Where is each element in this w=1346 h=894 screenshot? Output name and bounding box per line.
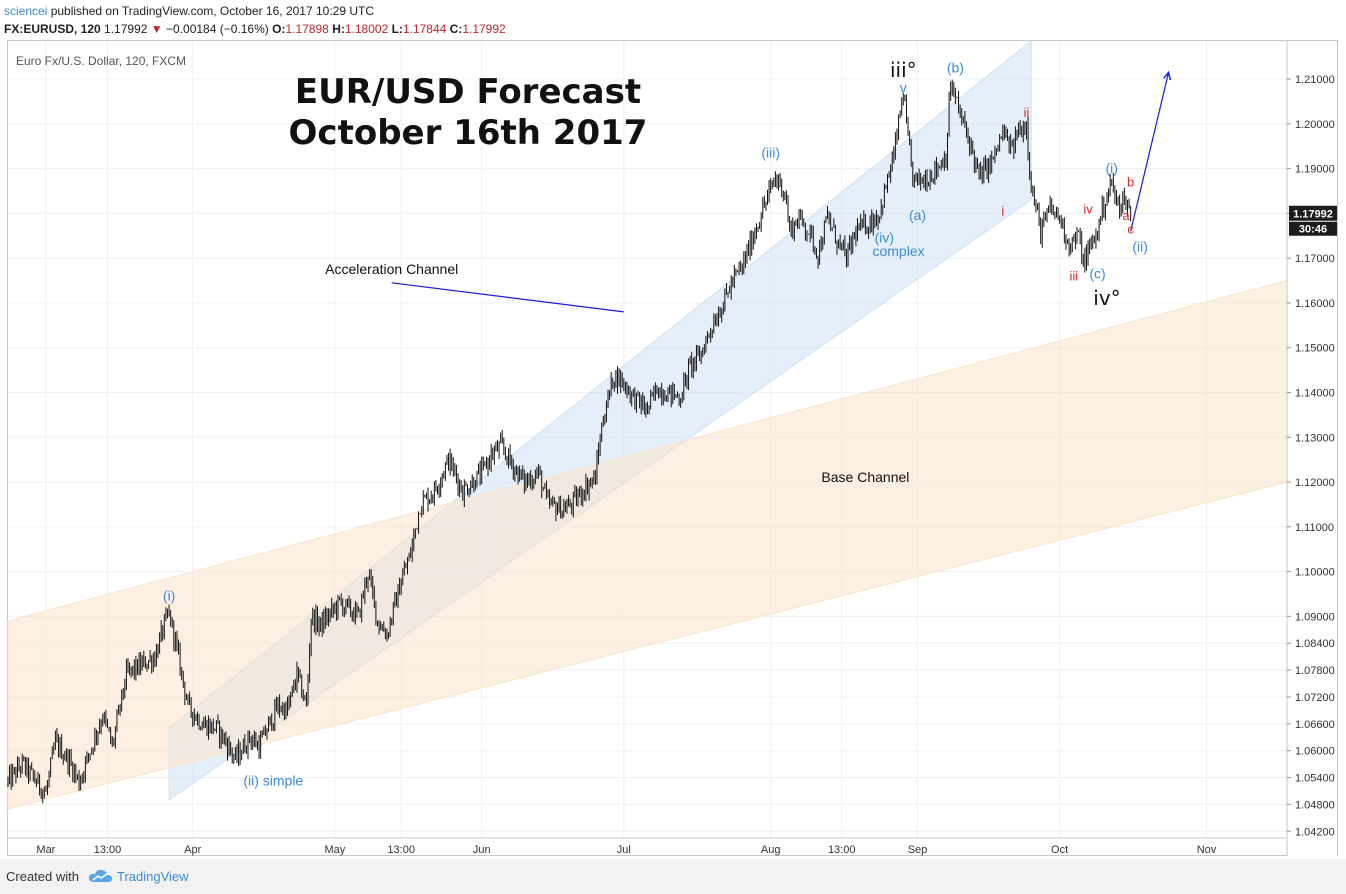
y-tick-label: 1.06600: [1295, 719, 1335, 731]
y-tick-label: 1.19000: [1295, 164, 1335, 176]
y-tick-label: 1.15000: [1295, 343, 1335, 355]
y-tick-label: 1.16000: [1295, 298, 1335, 310]
y-tick-label: 1.07800: [1295, 665, 1335, 677]
open-value: 1.17898: [285, 22, 329, 36]
created-with-text: Created with: [6, 869, 79, 884]
price-axis: 1.210001.200001.190001.180001.170001.160…: [1286, 41, 1337, 856]
down-arrow-icon: ▼: [150, 22, 163, 36]
countdown-box: [1289, 221, 1337, 236]
wave-label[interactable]: iv°: [1093, 286, 1120, 310]
publish-line: sciencei published on TradingView.com, O…: [4, 4, 374, 18]
wave-label[interactable]: i: [1001, 204, 1004, 219]
x-tick-label: Aug: [761, 844, 781, 856]
wave-label[interactable]: b: [1127, 175, 1134, 190]
wave-label[interactable]: complex: [872, 243, 924, 259]
wave-label[interactable]: iv: [1083, 201, 1093, 216]
last-price: 1.17992: [104, 22, 148, 36]
wave-label[interactable]: (a): [909, 207, 926, 223]
wave-label[interactable]: ii: [1024, 105, 1030, 120]
x-tick-label: 13:00: [94, 844, 122, 856]
y-tick-label: 1.09000: [1295, 611, 1335, 623]
candles: [7, 79, 1132, 804]
wave-label[interactable]: (ii) simple: [243, 773, 303, 789]
price-change: −0.00184 (−0.16%): [166, 22, 269, 36]
y-tick-label: 1.17000: [1295, 253, 1335, 265]
wave-label[interactable]: (i): [1106, 160, 1118, 176]
current-price-box: [1289, 205, 1337, 221]
wave-label[interactable]: a: [1122, 208, 1130, 223]
wave-label[interactable]: v: [900, 79, 907, 95]
forecast-arrow[interactable]: [1130, 72, 1169, 232]
x-tick-label: Sep: [908, 844, 928, 856]
chart-frame: [7, 40, 1338, 856]
instrument-label: Euro Fx/U.S. Dollar, 120, FXCM: [16, 54, 186, 68]
published-text: published on TradingView.com, October 16…: [47, 4, 375, 18]
chart-title-line-2: October 16th 2017: [289, 113, 648, 153]
wave-label[interactable]: (b): [947, 59, 964, 75]
high-value: 1.18002: [344, 22, 389, 36]
x-tick-label: 13:00: [828, 844, 856, 856]
low-value: 1.17844: [402, 22, 447, 36]
footer-bar: [0, 859, 1346, 894]
countdown-label: 30:46: [1299, 224, 1327, 236]
channel-pointer-line[interactable]: [391, 282, 624, 313]
tradingview-brand-link[interactable]: TradingView: [117, 869, 189, 884]
high-label: H:: [332, 22, 345, 36]
y-tick-label: 1.21000: [1295, 74, 1335, 86]
wave-label[interactable]: Acceleration Channel: [325, 261, 458, 277]
y-tick-label: 1.12000: [1295, 477, 1335, 489]
symbol-interval: FX:EURUSD, 120: [4, 22, 101, 36]
channels: [7, 39, 1288, 810]
y-tick-label: 1.13000: [1295, 432, 1335, 444]
close-value: 1.17992: [462, 22, 506, 36]
y-tick-label: 1.04800: [1295, 799, 1335, 811]
y-tick-label: 1.04200: [1295, 826, 1335, 838]
y-tick-label: 1.05400: [1295, 773, 1335, 785]
x-tick-label: Oct: [1051, 844, 1068, 856]
y-tick-label: 1.20000: [1295, 119, 1335, 131]
y-tick-label: 1.06000: [1295, 746, 1335, 758]
drawn-arrows: [391, 72, 1169, 313]
wave-label[interactable]: (i): [163, 588, 175, 604]
y-tick-label: 1.08400: [1295, 638, 1335, 650]
current-price-label: 1.17992: [1293, 209, 1333, 221]
x-tick-label: Mar: [36, 844, 55, 856]
price-axis-background: [1287, 41, 1337, 856]
wave-label[interactable]: Base Channel: [821, 469, 909, 485]
wave-label[interactable]: c: [1127, 222, 1134, 237]
chart-title-line-1: EUR/USD Forecast: [295, 72, 641, 112]
x-tick-label: Nov: [1197, 844, 1217, 856]
tradingview-cloud-icon[interactable]: [88, 868, 114, 884]
x-tick-label: Jul: [617, 844, 631, 856]
y-tick-label: 1.07200: [1295, 692, 1335, 704]
y-tick-label: 1.10000: [1295, 567, 1335, 579]
time-axis: Mar 13:00 Apr May 13:00 Jun Jul Aug 13:00 Sep Oct N…: [8, 837, 1287, 856]
wave-label[interactable]: iii°: [890, 58, 917, 82]
wave-label[interactable]: (c): [1089, 265, 1105, 281]
author-link[interactable]: sciencei: [4, 4, 48, 18]
wave-label[interactable]: iii: [1069, 269, 1078, 284]
x-tick-label: 13:00: [387, 844, 415, 856]
y-tick-label: 1.14000: [1295, 387, 1335, 399]
open-label: O:: [272, 22, 286, 36]
symbol-line: FX:EURUSD, 120 1.17992 ▼ −0.00184 (−0.16…: [4, 22, 506, 36]
y-tick-label: 1.11000: [1295, 522, 1334, 534]
x-tick-label: Jun: [473, 844, 491, 856]
wave-label[interactable]: (ii): [1132, 238, 1148, 254]
wave-label[interactable]: (iii): [761, 144, 780, 160]
close-label: C:: [449, 22, 463, 36]
low-label: L:: [391, 22, 403, 36]
x-tick-label: May: [324, 844, 345, 856]
wave-annotations: (i) (ii) simple (iii) (iv)complex (a) (b) (c) (…: [163, 58, 1148, 789]
x-tick-label: Apr: [184, 844, 201, 856]
wave-label[interactable]: (iv): [875, 229, 894, 245]
